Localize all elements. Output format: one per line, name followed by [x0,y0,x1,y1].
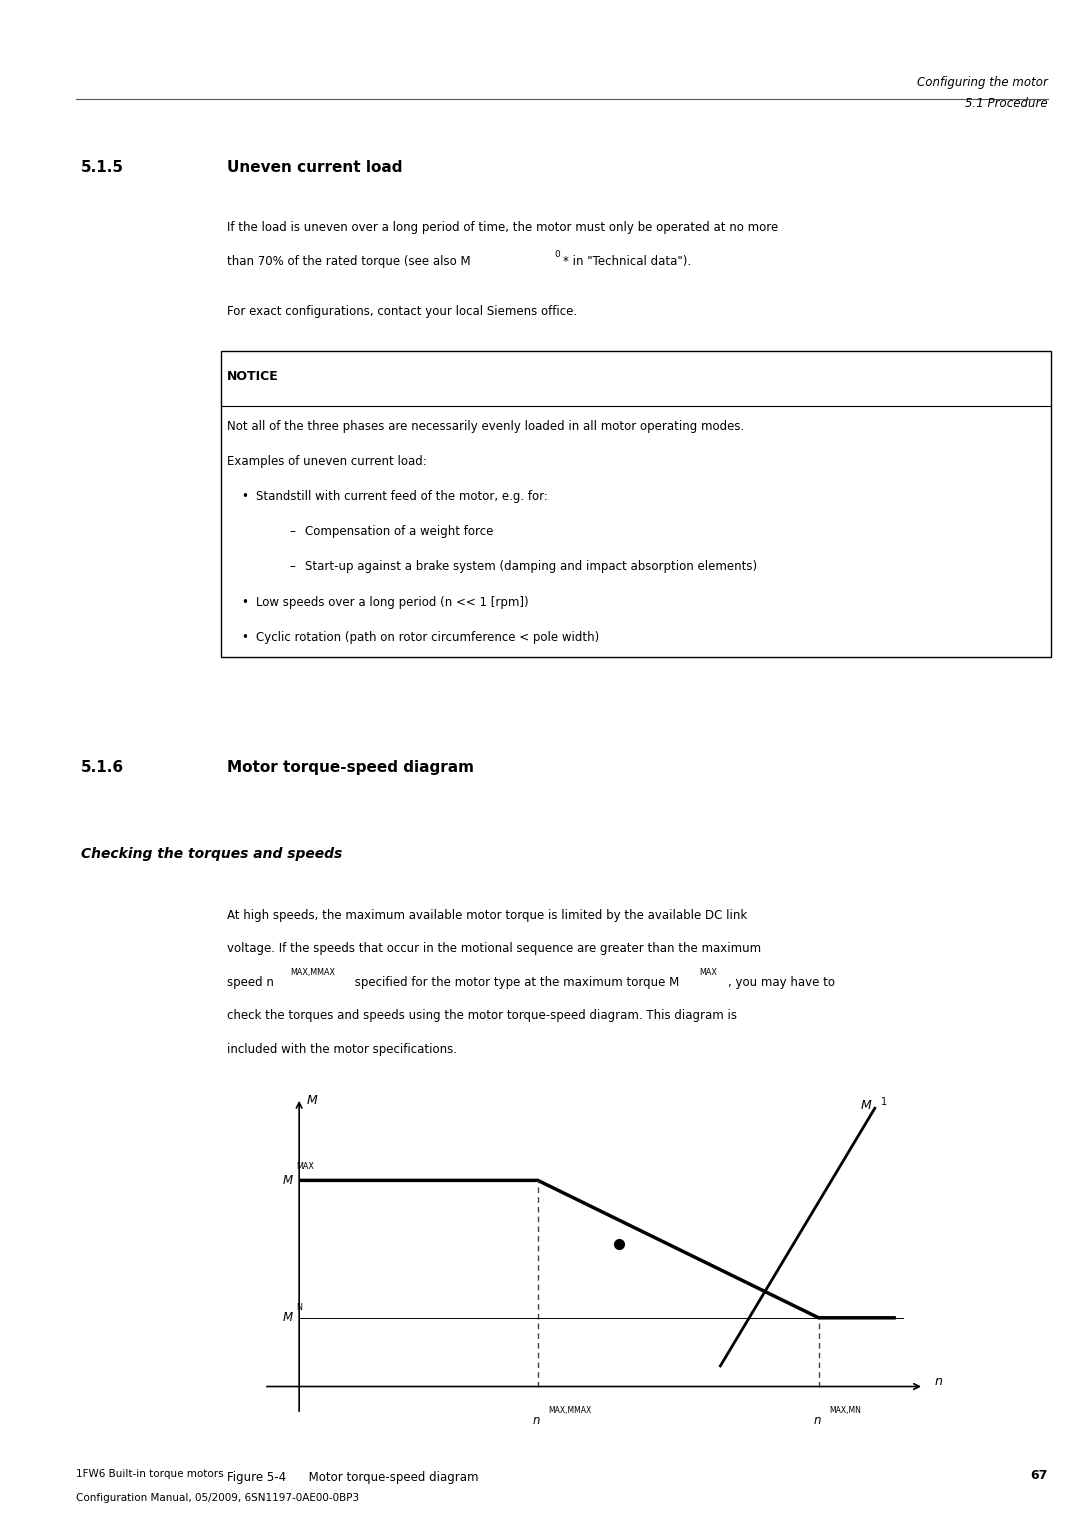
Text: M: M [307,1095,318,1107]
Text: MAX,MN: MAX,MN [829,1406,862,1416]
Text: Low speeds over a long period (n << 1 [rpm]): Low speeds over a long period (n << 1 [r… [256,596,528,609]
Text: M: M [283,1174,293,1186]
Text: Examples of uneven current load:: Examples of uneven current load: [227,455,427,469]
Text: 1FW6 Built-in torque motors: 1FW6 Built-in torque motors [76,1469,224,1480]
Text: Cyclic rotation (path on rotor circumference < pole width): Cyclic rotation (path on rotor circumfer… [256,631,599,644]
Text: voltage. If the speeds that occur in the motional sequence are greater than the : voltage. If the speeds that occur in the… [227,942,761,956]
Text: Start-up against a brake system (damping and impact absorption elements): Start-up against a brake system (damping… [305,560,757,574]
Text: speed n: speed n [227,976,273,989]
Text: n: n [813,1414,821,1428]
Text: –: – [289,525,295,539]
Text: Not all of the three phases are necessarily evenly loaded in all motor operating: Not all of the three phases are necessar… [227,420,744,434]
Text: M: M [283,1312,293,1324]
Text: Configuration Manual, 05/2009, 6SN1197-0AE00-0BP3: Configuration Manual, 05/2009, 6SN1197-0… [76,1493,359,1504]
Text: 1: 1 [881,1096,888,1107]
Text: n: n [934,1376,943,1388]
Text: MAX,MMAX: MAX,MMAX [549,1406,592,1416]
Text: Compensation of a weight force: Compensation of a weight force [305,525,492,539]
Text: specified for the motor type at the maximum torque M: specified for the motor type at the maxi… [351,976,679,989]
Text: check the torques and speeds using the motor torque-speed diagram. This diagram : check the torques and speeds using the m… [227,1009,737,1023]
Text: MAX: MAX [296,1162,314,1171]
Text: Checking the torques and speeds: Checking the torques and speeds [81,847,342,861]
Text: Configuring the motor: Configuring the motor [917,75,1048,89]
Text: M: M [861,1098,872,1112]
Text: 0: 0 [554,250,559,260]
Text: For exact configurations, contact your local Siemens office.: For exact configurations, contact your l… [227,305,577,319]
Text: Figure 5-4      Motor torque-speed diagram: Figure 5-4 Motor torque-speed diagram [227,1471,478,1484]
Text: 67: 67 [1030,1469,1048,1483]
Text: N: N [296,1303,301,1312]
Text: •: • [241,596,247,609]
Text: n: n [532,1414,540,1428]
FancyBboxPatch shape [221,351,1051,657]
Text: Standstill with current feed of the motor, e.g. for:: Standstill with current feed of the moto… [256,490,548,504]
Text: than 70% of the rated torque (see also M: than 70% of the rated torque (see also M [227,255,471,269]
Text: , you may have to: , you may have to [728,976,835,989]
Text: included with the motor specifications.: included with the motor specifications. [227,1043,457,1057]
Text: NOTICE: NOTICE [227,370,279,383]
Text: •: • [241,631,247,644]
Text: Motor torque-speed diagram: Motor torque-speed diagram [227,760,474,776]
Text: MAX,MMAX: MAX,MMAX [291,968,336,977]
Text: •: • [241,490,247,504]
Text: 5.1 Procedure: 5.1 Procedure [964,96,1048,110]
Text: At high speeds, the maximum available motor torque is limited by the available D: At high speeds, the maximum available mo… [227,909,747,922]
Text: If the load is uneven over a long period of time, the motor must only be operate: If the load is uneven over a long period… [227,221,778,235]
Text: MAX: MAX [699,968,717,977]
Text: 5.1.5: 5.1.5 [81,160,124,176]
Text: –: – [289,560,295,574]
Text: Uneven current load: Uneven current load [227,160,402,176]
Text: * in "Technical data").: * in "Technical data"). [563,255,691,269]
Text: 5.1.6: 5.1.6 [81,760,124,776]
